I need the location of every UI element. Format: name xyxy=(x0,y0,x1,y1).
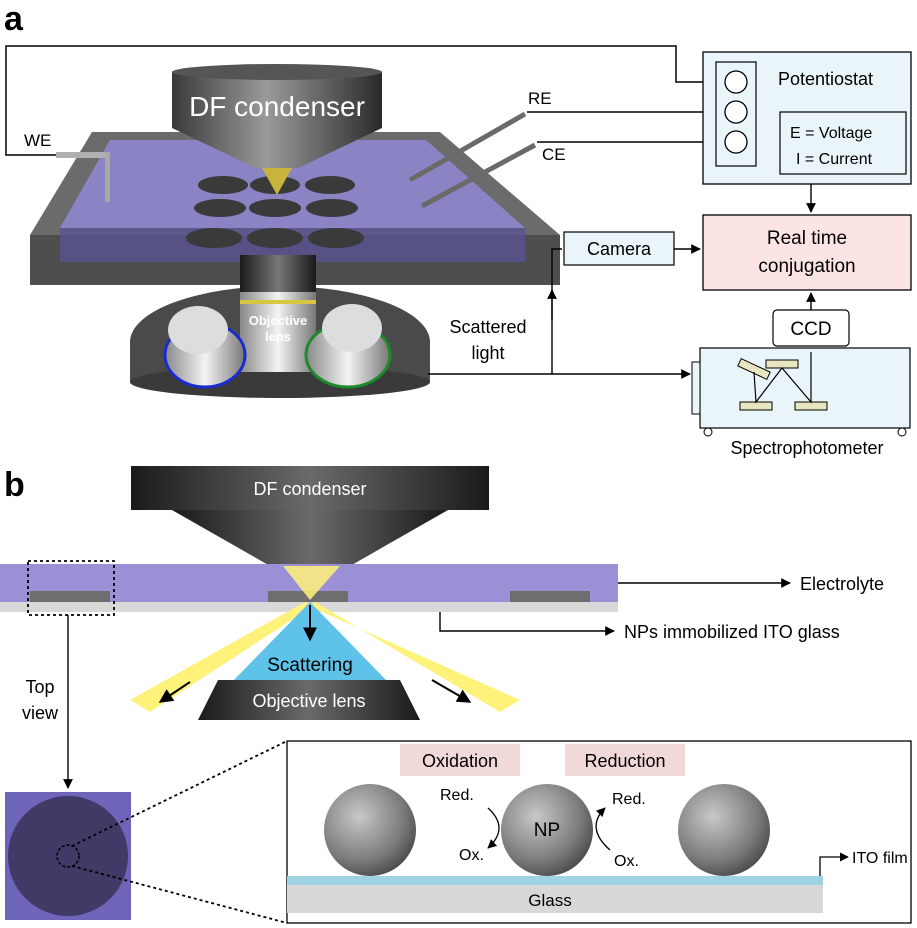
reduction-label: Reduction xyxy=(584,751,665,771)
reduction-arrow xyxy=(595,807,611,851)
glass-substrate xyxy=(287,885,823,913)
objective-lens-a-line1: Objective xyxy=(249,313,308,328)
ox-left: Ox. xyxy=(459,847,484,864)
re-electrode xyxy=(408,111,527,183)
red-right: Red. xyxy=(612,791,646,808)
objective-lens-a-line2: lens xyxy=(265,329,291,344)
we-wire xyxy=(5,45,733,156)
e-voltage: E = Voltage xyxy=(790,125,872,142)
ccd-label: CCD xyxy=(790,319,831,340)
nps-ito-label: NPs immobilized ITO glass xyxy=(624,622,840,642)
we-label: WE xyxy=(24,131,51,150)
panel-b-label: b xyxy=(4,466,25,504)
df-condenser-a-label: DF condenser xyxy=(189,91,365,122)
nanoparticle-center xyxy=(501,784,593,876)
we-electrode xyxy=(56,152,110,202)
zoom-circle xyxy=(56,844,80,868)
beam-right xyxy=(309,602,520,712)
objective-lens-b xyxy=(198,680,420,720)
ito-film-label: ITO film xyxy=(852,850,908,867)
ito-film-arrow xyxy=(819,852,849,876)
objective-lens-b-label: Objective lens xyxy=(252,691,365,711)
df-condenser-b xyxy=(131,466,489,566)
nanoparticle xyxy=(324,784,416,876)
ito-film xyxy=(287,876,823,885)
oxidation-label: Oxidation xyxy=(422,751,498,771)
camera-label: Camera xyxy=(587,239,652,259)
electrode-pad xyxy=(510,591,590,602)
oxidation-arrow xyxy=(487,807,500,849)
illumination-cone xyxy=(283,566,340,600)
reduction-tag xyxy=(565,744,685,776)
selection-box xyxy=(27,560,115,616)
ox-right: Ox. xyxy=(614,853,639,870)
beam-left-arrow xyxy=(158,681,191,703)
np-label: NP xyxy=(534,820,560,841)
df-condenser-a xyxy=(172,64,382,195)
camera-path xyxy=(551,248,562,374)
ito-glass-arrow xyxy=(439,612,615,636)
scattering-cone xyxy=(232,602,388,682)
re-label: RE xyxy=(528,89,552,108)
i-current: I = Current xyxy=(796,151,873,168)
zoom-line-bottom xyxy=(71,865,288,924)
beam-left xyxy=(130,602,313,712)
scattered-line1: Scattered xyxy=(449,317,526,337)
top-view-line2: view xyxy=(22,703,59,723)
camera-box xyxy=(563,231,675,266)
ce-electrode xyxy=(420,142,537,209)
real-time-conjugation-box xyxy=(702,214,912,291)
glass-label: Glass xyxy=(528,891,571,910)
spectrophotometer-label: Spectrophotometer xyxy=(730,438,883,458)
potentiostat-label: Potentiostat xyxy=(778,69,873,89)
port-icon xyxy=(724,70,748,94)
electrode-pad xyxy=(30,591,110,602)
panel-a-label: a xyxy=(4,0,24,38)
port-icon xyxy=(724,130,748,154)
oxidation-tag xyxy=(400,744,520,776)
top-view-well xyxy=(8,796,128,916)
scattering-label: Scattering xyxy=(267,655,353,676)
electrolyte-label: Electrolyte xyxy=(800,574,884,594)
zoom-line-top xyxy=(71,740,288,847)
port-icon xyxy=(724,100,748,124)
real-time-line2: conjugation xyxy=(758,256,855,277)
top-view-line1: Top xyxy=(25,677,54,697)
scattered-line2: light xyxy=(471,343,504,363)
nanoparticle xyxy=(678,784,770,876)
spectrophotometer xyxy=(691,347,911,437)
beam-right-arrow xyxy=(431,679,472,703)
ei-box xyxy=(779,111,907,175)
df-condenser-b-label: DF condenser xyxy=(253,479,366,499)
red-left: Red. xyxy=(440,787,474,804)
ce-label: CE xyxy=(542,145,566,164)
real-time-line1: Real time xyxy=(767,228,847,249)
microscope-nosepiece xyxy=(130,255,430,398)
